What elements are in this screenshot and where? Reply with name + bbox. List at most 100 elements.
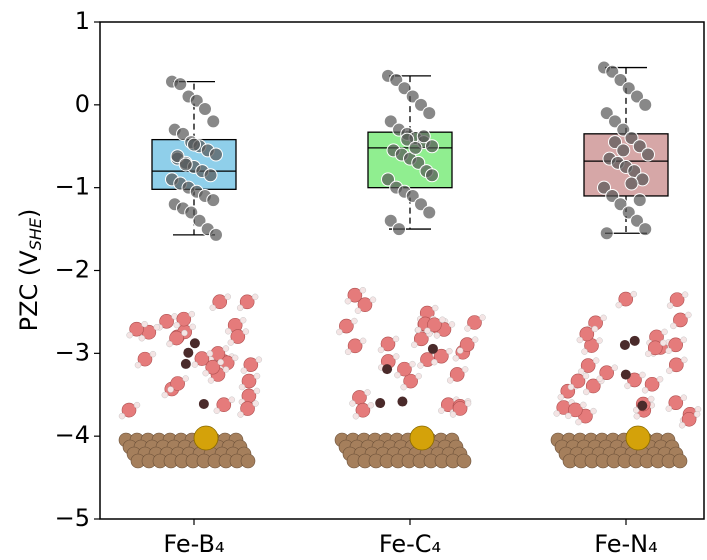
hydrogen-atom [162,392,168,398]
hydrogen-atom [394,372,400,378]
hydrogen-atom [450,411,456,417]
hydrogen-atom [239,384,245,390]
hydrogen-atom [639,372,645,378]
hydrogen-atom [182,330,188,336]
hydrogen-atom [168,386,174,392]
structure-illustrations [119,287,701,468]
hydrogen-atom [154,324,160,330]
hydrogen-atom [190,324,196,330]
data-point [207,115,220,128]
y-tick-label: −5 [55,504,90,532]
hydrogen-atom [417,363,423,369]
hydrogen-atom [225,328,231,334]
carbon-atom [637,401,647,411]
y-tick-label: −1 [55,173,90,201]
data-point [617,144,630,157]
hydrogen-atom [232,355,238,361]
hydrogen-atom [449,321,455,327]
y-tick-label: −4 [55,421,90,449]
y-tick-label: 0 [75,90,90,118]
carbon-atom [183,348,193,358]
x-tick-label: Fe-N₄ [594,530,658,558]
hydrogen-atom [583,389,589,395]
carbon-atom [620,340,630,350]
hydrogen-atom [597,376,603,382]
hydrogen-atom [465,400,471,406]
data-point [423,206,436,219]
slab-atom [457,454,471,468]
hydrogen-atom [660,340,666,346]
carbon-atom [199,399,209,409]
hydrogen-atom [207,351,213,357]
hydrogen-atom [438,408,444,414]
hydrogen-atom [447,377,453,383]
data-point [639,98,652,111]
carbon-atom [181,359,191,369]
hydrogen-atom [345,349,351,355]
data-point [199,102,212,115]
hydrogen-atom [142,321,148,327]
hydrogen-atom [439,317,445,323]
hydrogen-atom [679,422,685,428]
hydrogen-atom [554,411,560,417]
data-point [417,130,430,143]
hydrogen-atom [355,308,361,314]
hydrogen-atom [353,413,359,419]
data-point [204,169,217,182]
carbon-atom [190,338,200,348]
hydrogen-atom [349,400,355,406]
carbon-atom [375,398,385,408]
hydrogen-atom [446,348,452,354]
hydrogen-atom [256,357,262,363]
hydrogen-atom [393,336,399,342]
hydrogen-atom [631,291,637,297]
hydrogen-atom [229,397,235,403]
hydrogen-atom [424,328,430,334]
y-label-end: ) [15,209,43,218]
hydrogen-atom [411,342,417,348]
hydrogen-atom [241,368,247,374]
carbon-atom [397,397,407,407]
y-tick-label: 1 [75,7,90,35]
data-point [600,227,613,240]
hydrogen-atom [252,294,258,300]
hydrogen-atom [694,411,700,417]
hydrogen-atom [243,329,249,335]
hydrogen-atom [682,292,688,298]
hydrogen-atom [601,315,607,321]
hydrogen-atom [238,412,244,418]
data-point [174,78,187,91]
carbon-atom [621,370,631,380]
hydrogen-atom [612,365,618,371]
hydrogen-atom [183,375,189,381]
hydrogen-atom [592,326,598,332]
hydrogen-atom [577,337,583,343]
y-axis-label: PZC (VSHE) [15,209,45,332]
hydrogen-atom [634,413,640,419]
hydrogen-atom [223,345,229,351]
hydrogen-atom [681,337,687,343]
hydrogen-atom [462,366,468,372]
hydrogen-atom [364,389,370,395]
hydrogen-atom [225,294,231,300]
data-point [639,223,652,236]
hydrogen-atom [580,402,586,408]
hydrogen-atom [666,348,672,354]
hydrogen-atom [360,338,366,344]
hydrogen-atom [624,383,630,389]
hydrogen-atom [208,377,214,383]
hydrogen-atom [134,402,140,408]
hydrogen-atom [214,408,220,414]
hydrogen-atom [568,384,574,390]
x-tick-label: Fe-C₄ [379,530,441,558]
hydrogen-atom [150,351,156,357]
hydrogen-atom [662,329,668,335]
hydrogen-atom [685,312,691,318]
x-tick-label: Fe-B₄ [163,530,224,558]
hydrogen-atom [593,358,599,364]
data-point [426,169,439,182]
hydrogen-atom [368,402,374,408]
hydrogen-atom [453,355,459,361]
slab-atom [673,454,687,468]
